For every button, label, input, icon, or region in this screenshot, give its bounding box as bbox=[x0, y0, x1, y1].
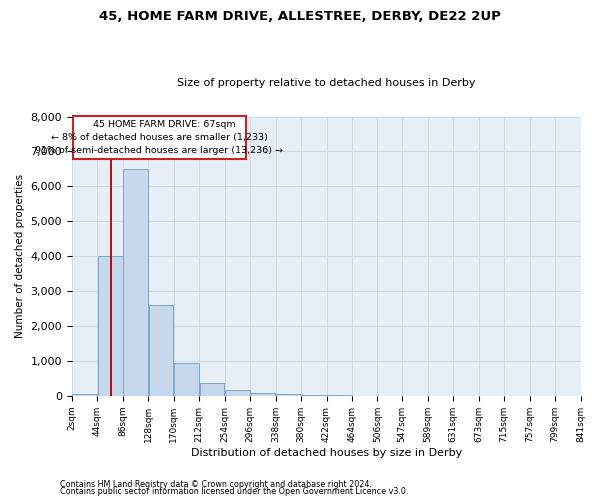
Text: 45 HOME FARM DRIVE: 67sqm
← 8% of detached houses are smaller (1,233)
91% of sem: 45 HOME FARM DRIVE: 67sqm ← 8% of detach… bbox=[35, 120, 283, 155]
Y-axis label: Number of detached properties: Number of detached properties bbox=[15, 174, 25, 338]
Bar bbox=[276, 394, 301, 396]
Title: Size of property relative to detached houses in Derby: Size of property relative to detached ho… bbox=[177, 78, 475, 88]
Bar bbox=[301, 394, 326, 396]
Bar bbox=[200, 383, 224, 396]
Bar bbox=[174, 362, 199, 396]
X-axis label: Distribution of detached houses by size in Derby: Distribution of detached houses by size … bbox=[191, 448, 462, 458]
Bar bbox=[250, 393, 275, 396]
Bar bbox=[123, 169, 148, 396]
Text: 45, HOME FARM DRIVE, ALLESTREE, DERBY, DE22 2UP: 45, HOME FARM DRIVE, ALLESTREE, DERBY, D… bbox=[99, 10, 501, 23]
Text: Contains public sector information licensed under the Open Government Licence v3: Contains public sector information licen… bbox=[60, 487, 409, 496]
Text: Contains HM Land Registry data © Crown copyright and database right 2024.: Contains HM Land Registry data © Crown c… bbox=[60, 480, 372, 489]
Bar bbox=[225, 390, 250, 396]
FancyBboxPatch shape bbox=[73, 116, 247, 159]
Bar bbox=[98, 256, 122, 396]
Bar bbox=[149, 305, 173, 396]
Bar bbox=[72, 394, 97, 396]
